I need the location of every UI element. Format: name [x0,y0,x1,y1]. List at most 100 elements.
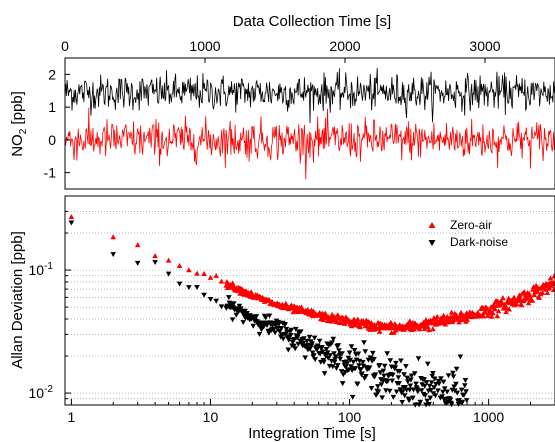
point-dark-noise [360,360,366,365]
point-dark-noise [291,343,297,349]
point-dark-noise [311,353,317,359]
top-x-tick-label: 3000 [469,38,500,54]
point-zero-air [536,294,543,300]
point-dark-noise [430,371,436,376]
point-dark-noise [400,389,406,395]
point-dark-noise [256,331,263,337]
point-dark-noise [352,366,358,372]
point-zero-air [546,284,553,290]
point-dark-noise [351,348,358,353]
point-dark-noise [424,398,430,404]
point-dark-noise [415,389,421,395]
point-dark-noise [317,351,323,357]
point-zero-air [547,275,554,281]
legend-dark-noise-label: Dark-noise [450,235,508,249]
point-dark-noise [440,379,447,385]
bottom-x-axis-title: Integration Time [s] [248,425,376,442]
point-zero-air [338,320,344,325]
point-dark-noise [233,312,240,318]
point-dark-noise [194,285,200,290]
point-zero-air [213,272,219,278]
point-zero-air [490,310,496,316]
point-dark-noise [236,303,243,309]
point-zero-air [490,302,497,308]
top-x-axis-title: Data Collection Time [s] [233,13,391,30]
point-dark-noise [344,361,350,367]
point-dark-noise [309,350,316,356]
point-dark-noise [348,344,355,350]
point-dark-noise [278,326,285,331]
point-dark-noise [453,366,460,372]
point-zero-air [503,309,509,315]
point-dark-noise [439,394,445,400]
point-dark-noise [368,355,374,361]
point-dark-noise [362,349,369,355]
point-dark-noise [431,376,438,382]
bottom-y-ticks: 10-210-1 [29,210,71,401]
point-dark-noise [273,323,279,328]
point-zero-air [194,270,200,276]
point-zero-air [495,308,502,314]
bottom-x-tick-label: 10 [203,409,219,425]
point-dark-noise [329,364,336,370]
point-dark-noise [110,252,116,258]
point-zero-air [207,274,214,280]
point-dark-noise [415,356,422,362]
top-series-trace-0 [64,67,555,124]
point-dark-noise [395,375,402,381]
top-y-axis-title-unit: [ppb] [9,91,26,129]
point-dark-noise [462,383,468,389]
point-zero-air [480,313,487,319]
point-dark-noise [459,400,466,406]
top-y-tick-label: 2 [48,66,56,82]
point-dark-noise [240,320,246,326]
point-dark-noise [293,326,299,332]
point-dark-noise [432,393,439,399]
point-dark-noise [440,389,446,395]
point-zero-air [517,292,523,298]
point-dark-noise [426,383,433,389]
point-zero-air [544,290,551,295]
point-dark-noise [385,378,391,384]
point-dark-noise [350,359,357,365]
point-zero-air [464,316,471,322]
point-dark-noise [333,354,339,360]
point-dark-noise [332,356,338,362]
legend-zero-air-label: Zero-air [450,218,492,232]
point-dark-noise [283,326,290,332]
point-dark-noise [331,359,338,365]
bottom-series-layer [68,214,555,408]
point-dark-noise [421,377,427,383]
bottom-panel: 1 10 100 1000 10-210-1 Integration Time [s]… [9,195,555,442]
point-dark-noise [229,317,236,323]
point-dark-noise [312,357,318,363]
point-zero-air [357,324,363,330]
point-dark-noise [441,386,448,392]
point-dark-noise [271,327,277,333]
point-dark-noise [405,379,411,385]
point-zero-air [494,313,501,319]
point-dark-noise [334,363,341,369]
point-dark-noise [372,372,379,378]
point-dark-noise [450,370,456,376]
point-dark-noise [383,388,389,394]
point-zero-air [492,306,498,312]
point-dark-noise [455,401,462,407]
point-dark-noise [390,372,396,378]
point-zero-air [165,257,172,263]
point-dark-noise [406,398,412,404]
legend-zero-air-marker [428,222,436,228]
top-y-tick-label: 1 [48,99,56,115]
point-dark-noise [348,364,354,370]
top-x-tick-label: 2000 [329,38,360,54]
point-zero-air [448,309,455,315]
point-dark-noise [392,365,399,371]
point-dark-noise [302,355,308,361]
point-dark-noise [445,373,452,379]
top-y-axis-title-sub: 2 [18,128,29,134]
point-dark-noise [407,383,414,389]
point-dark-noise [286,337,292,343]
point-dark-noise [213,298,219,304]
point-dark-noise [186,285,192,291]
point-dark-noise [408,377,414,383]
